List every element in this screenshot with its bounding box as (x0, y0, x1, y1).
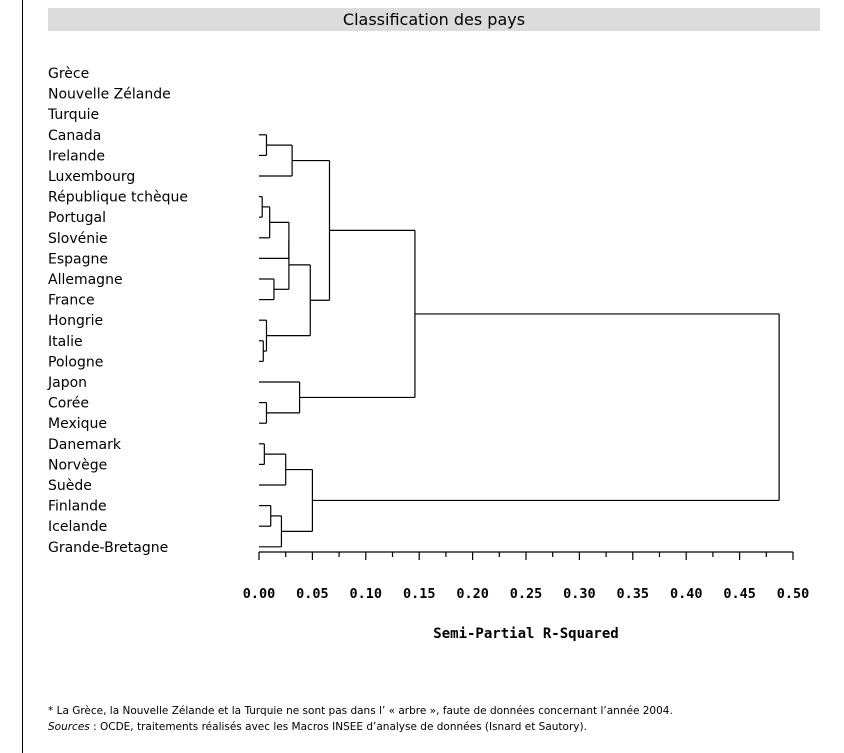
country-label: France (48, 293, 95, 309)
x-tick-label: 0.20 (456, 586, 489, 602)
x-tick-label: 0.40 (670, 586, 703, 602)
country-label: Icelande (48, 519, 107, 535)
country-label: Slovénie (48, 231, 108, 247)
country-label: Grèce (48, 66, 89, 82)
x-tick-label: 0.45 (723, 586, 756, 602)
x-tick-label: 0.15 (403, 586, 436, 602)
country-label: Luxembourg (48, 169, 135, 185)
country-label: Portugal (48, 210, 106, 226)
country-label: Allemagne (48, 272, 123, 288)
country-label: Mexique (48, 416, 107, 432)
footnote-line-1: * La Grèce, la Nouvelle Zélande et la Tu… (48, 704, 838, 719)
chart-title-bar: Classification des pays (48, 8, 820, 31)
x-tick-label: 0.35 (617, 586, 650, 602)
country-label: Grande-Bretagne (48, 540, 168, 556)
dendrogram-chart: Grèce Nouvelle Zélande Turquie Canada Irelan… (47, 66, 810, 642)
country-label: Turquie (47, 107, 99, 123)
country-label: Espagne (48, 251, 108, 267)
country-label: Pologne (48, 354, 103, 370)
x-tick-label: 0.25 (510, 586, 543, 602)
country-label: République tchèque (48, 190, 188, 206)
left-margin-rule (22, 0, 23, 753)
country-label: Norvège (48, 457, 107, 473)
country-label: Irelande (48, 148, 105, 164)
footnote-line-2: Sources : OCDE, traitements réalisés ave… (48, 720, 838, 735)
country-label: Finlande (48, 499, 107, 515)
country-label: Canada (48, 128, 101, 144)
country-label: Hongrie (48, 313, 103, 329)
x-tick-label: 0.00 (243, 586, 276, 602)
country-label: Danemark (48, 437, 122, 453)
x-tick-label: 0.50 (777, 586, 810, 602)
country-label: Japon (47, 375, 87, 391)
footnote-sources-text: : OCDE, traitements réalisés avec les Ma… (89, 721, 587, 733)
chart-title: Classification des pays (342, 10, 526, 29)
x-axis-title: Semi-Partial R-Squared (433, 626, 618, 642)
x-tick-label: 0.10 (350, 586, 383, 602)
footnote-text: * La Grèce, la Nouvelle Zélande et la Tu… (48, 705, 673, 717)
country-label: Corée (48, 396, 89, 412)
x-tick-label: 0.05 (296, 586, 329, 602)
country-label: Suède (48, 478, 92, 494)
country-label: Italie (48, 334, 83, 350)
x-tick-label: 0.30 (563, 586, 596, 602)
footnote-sources-lead: Sources (48, 721, 90, 733)
country-label: Nouvelle Zélande (48, 87, 171, 103)
